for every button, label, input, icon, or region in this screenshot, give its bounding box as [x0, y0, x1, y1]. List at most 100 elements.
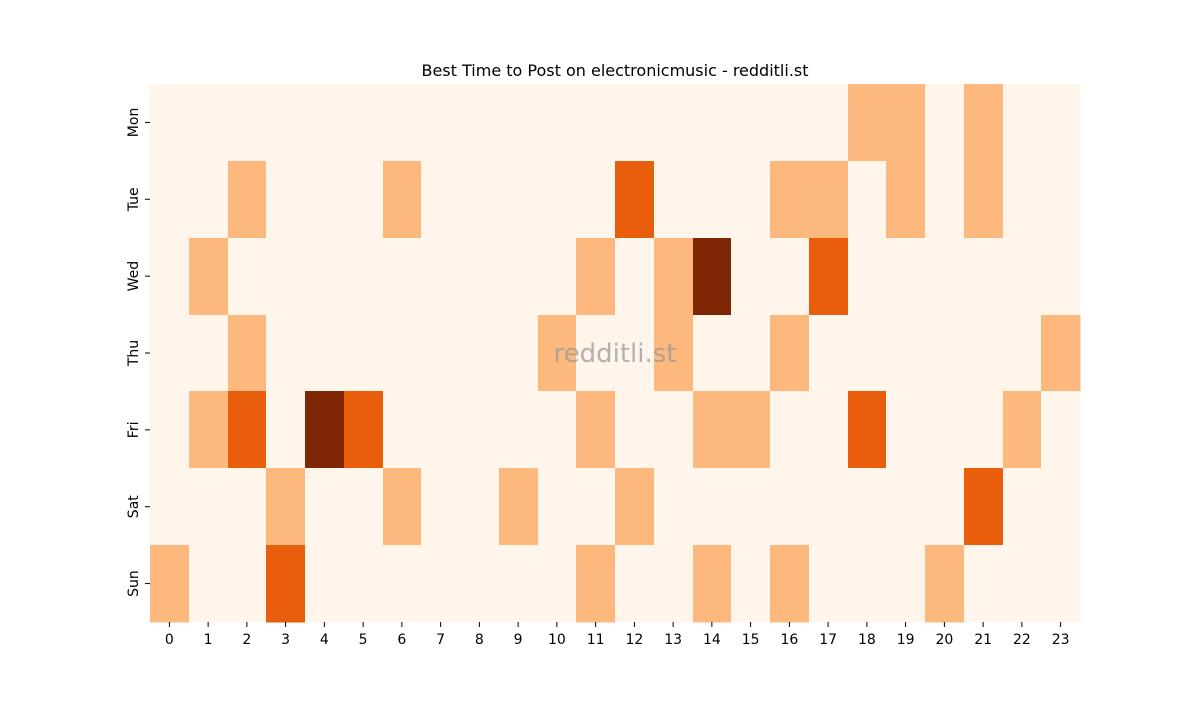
- heatmap-cell: [189, 545, 229, 623]
- heatmap-cell: [421, 161, 461, 239]
- heatmap-cell: [809, 391, 849, 469]
- heatmap-cell: [538, 391, 577, 469]
- heatmap-cell: [228, 238, 267, 316]
- heatmap-cell: [964, 238, 1004, 316]
- heatmap-cell: [344, 468, 384, 546]
- heatmap-cell: [654, 238, 694, 316]
- heatmap-cell: [848, 315, 887, 392]
- heatmap-cell: [693, 545, 732, 623]
- heatmap-cell: [538, 238, 577, 316]
- heatmap-cell: [964, 315, 1004, 392]
- heatmap-cell: [964, 161, 1004, 239]
- heatmap-cell: [1003, 161, 1042, 239]
- heatmap-cell: [615, 238, 655, 316]
- heatmap-cell: [886, 545, 926, 623]
- heatmap-cell: [150, 84, 190, 162]
- heatmap-cell: [1041, 161, 1081, 239]
- heatmap-cell: [189, 161, 229, 239]
- heatmap-cell: [1003, 84, 1042, 162]
- heatmap-cell: [538, 84, 577, 162]
- heatmap-cell: [266, 84, 306, 162]
- x-tick-label: 11: [587, 632, 605, 648]
- heatmap-cell: [693, 315, 732, 392]
- heatmap-cell: [1041, 391, 1081, 469]
- heatmap-cell: [460, 315, 500, 392]
- heatmap-cell: [266, 161, 306, 239]
- heatmap-cell: [925, 238, 965, 316]
- heatmap-cell: [925, 161, 965, 239]
- heatmap-cell: [809, 161, 849, 239]
- heatmap-cell: [576, 315, 616, 392]
- x-tick-label: 17: [819, 632, 837, 648]
- heatmap-cell: [1041, 315, 1081, 392]
- heatmap-cell: [615, 84, 655, 162]
- heatmap-cell: [189, 391, 229, 469]
- heatmap-cell: [1003, 545, 1042, 623]
- heatmap-cell: [383, 84, 422, 162]
- x-tick-label: 7: [436, 632, 445, 648]
- heatmap-cell: [189, 315, 229, 392]
- heatmap-cell: [228, 545, 267, 623]
- heatmap-cell: [305, 238, 345, 316]
- watermark: redditli.st: [554, 339, 677, 369]
- heatmap-cell: [460, 468, 500, 546]
- heatmap-cell: [266, 545, 306, 623]
- heatmap-cell: [654, 391, 694, 469]
- heatmap-cell: [538, 468, 577, 546]
- heatmap-cell: [886, 84, 926, 162]
- heatmap-cell: [731, 545, 771, 623]
- heatmap-cell: [150, 545, 190, 623]
- heatmap-cell: [576, 238, 616, 316]
- heatmap-cell: [809, 238, 849, 316]
- heatmap-cell: [576, 161, 616, 239]
- heatmap-cell: [770, 391, 810, 469]
- heatmap-cell: [654, 84, 694, 162]
- chart-title: Best Time to Post on electronicmusic - r…: [421, 61, 808, 80]
- x-tick-label: 3: [281, 632, 290, 648]
- y-tick-label: Wed: [126, 261, 142, 292]
- heatmap-cell: [770, 84, 810, 162]
- heatmap-cell: [693, 161, 732, 239]
- heatmap-cell: [460, 84, 500, 162]
- heatmap-cell: [731, 315, 771, 392]
- heatmap-cell: [538, 545, 577, 623]
- heatmap-cell: [421, 545, 461, 623]
- heatmap-cell: [925, 315, 965, 392]
- heatmap-cell: [189, 468, 229, 546]
- heatmap-cell: [266, 468, 306, 546]
- heatmap-cell: [848, 84, 887, 162]
- heatmap-cell: [848, 545, 887, 623]
- x-tick-label: 19: [897, 632, 915, 648]
- heatmap-cell: [344, 391, 384, 469]
- heatmap-cell: [925, 468, 965, 546]
- heatmap-cell: [150, 391, 190, 469]
- y-tick-label: Tue: [126, 187, 142, 212]
- heatmap-cell: [305, 84, 345, 162]
- heatmap-cell: [654, 545, 694, 623]
- heatmap-cell: [809, 468, 849, 546]
- heatmap-cell: [421, 84, 461, 162]
- heatmap-cell: [383, 315, 422, 392]
- x-axis: 0 1 2 3 4 5 6 7 8 9 10 11 12 13 14 15 16 17 18 19 20 21 22 23: [165, 622, 1070, 648]
- heatmap-cell: [150, 468, 190, 546]
- x-tick-label: 0: [165, 632, 174, 648]
- heatmap-cell: [421, 468, 461, 546]
- heatmap-cell: [615, 161, 655, 239]
- heatmap-cell: [770, 315, 810, 392]
- heatmap-cell: [731, 391, 771, 469]
- heatmap-cell: [848, 468, 887, 546]
- heatmap-cell: [654, 161, 694, 239]
- heatmap-cell: [770, 545, 810, 623]
- heatmap-cell: [228, 468, 267, 546]
- heatmap-cell: [654, 468, 694, 546]
- heatmap-cell: [615, 468, 655, 546]
- x-tick-label: 21: [974, 632, 992, 648]
- heatmap-cell: [925, 545, 965, 623]
- heatmap-cell: [189, 84, 229, 162]
- heatmap-cell: [538, 161, 577, 239]
- x-tick-label: 4: [320, 632, 329, 648]
- x-tick-label: 5: [359, 632, 368, 648]
- x-tick-label: 22: [1013, 632, 1031, 648]
- x-tick-label: 2: [242, 632, 251, 648]
- heatmap-cell: [1041, 84, 1081, 162]
